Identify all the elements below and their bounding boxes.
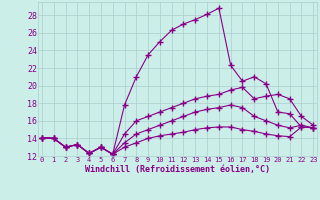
X-axis label: Windchill (Refroidissement éolien,°C): Windchill (Refroidissement éolien,°C) <box>85 165 270 174</box>
